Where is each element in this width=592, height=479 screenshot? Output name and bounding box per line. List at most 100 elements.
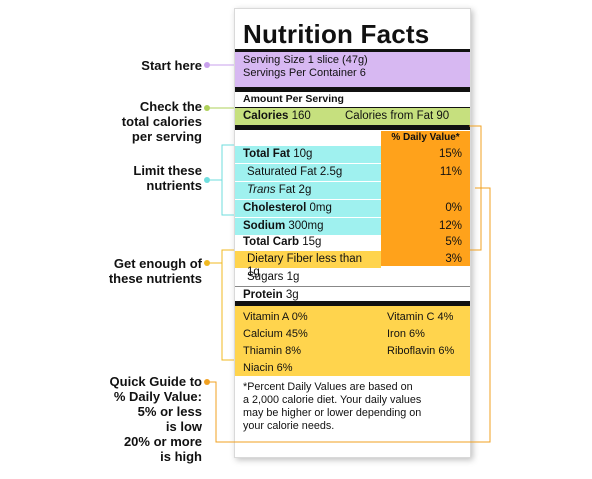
callout-start-here: Start here: [141, 58, 202, 73]
nutrient-name: Saturated Fat: [247, 166, 317, 178]
nutrient-name: Protein: [243, 289, 283, 301]
callout-text: is high: [160, 449, 202, 464]
enough-line-bottom: [221, 263, 234, 361]
servings-per-container: Servings Per Container 6: [243, 67, 366, 79]
callout-text: % Daily Value:: [113, 389, 202, 404]
nutrient-pct: 5%: [445, 236, 462, 248]
guide-dot: [204, 379, 210, 385]
nutrient-pct: 0%: [445, 202, 462, 214]
amount-per-serving: Amount Per Serving: [243, 93, 344, 105]
pct-saturated-fat: 11%: [381, 164, 470, 181]
nutrient-total-carb: Total Carb 15g: [235, 234, 381, 251]
callout-check-calories: Check the total calories per serving: [122, 99, 202, 144]
nutrient-amount: 0mg: [309, 202, 332, 214]
calories-label: Calories: [243, 110, 289, 122]
callout-text: total calories: [121, 114, 202, 129]
nutrient-trans-fat: Trans Fat 2g: [235, 182, 381, 199]
calories-from-fat: Calories from Fat 90: [345, 110, 450, 122]
label-title: Nutrition Facts: [243, 19, 430, 49]
serving-info: Serving Size 1 slice (47g) Servings Per …: [235, 52, 470, 87]
enough-line-top: [210, 249, 234, 264]
nutrient-sugars: Sugars 1g: [235, 269, 470, 286]
footnote-line: your calorie needs.: [243, 420, 335, 432]
nutrient-amount: 1g: [286, 271, 300, 283]
callout-limit-nutrients: Limit these nutrients: [133, 163, 202, 193]
nutrient-name: Sodium: [243, 220, 286, 232]
nutrient-name: Dietary Fiber: [247, 253, 313, 265]
nutrient-pct: 11%: [439, 166, 462, 178]
enough-dot: [204, 260, 210, 266]
divider: [235, 87, 470, 92]
divider: [235, 125, 470, 130]
pct-total-carb: 5%: [381, 234, 470, 251]
callout-quick-guide: Quick Guide to % Daily Value: 5% or less…: [110, 374, 202, 464]
nutrient-amount: Fat 2g: [278, 184, 312, 196]
divider: [235, 301, 470, 306]
footnote: *Percent Daily Values are based on a 2,0…: [243, 381, 463, 433]
nutrient-name: Trans: [247, 184, 276, 196]
callout-text: per serving: [131, 129, 202, 144]
limit-line-bottom: [221, 180, 234, 216]
callout-text: nutrients: [146, 178, 202, 193]
nutrient-saturated-fat: Saturated Fat 2.5g: [235, 164, 381, 181]
riboflavin: Riboflavin 6%: [387, 345, 455, 357]
callout-text: these nutrients: [108, 271, 202, 286]
limit-dot: [204, 177, 210, 183]
pct-sodium: 12%: [381, 218, 470, 235]
pct-dietary-fiber: 3%: [381, 251, 470, 268]
nutrient-name: Cholesterol: [243, 202, 307, 214]
daily-value-header: % Daily Value*: [391, 132, 460, 143]
callout-text: Limit these: [133, 163, 202, 178]
callout-text: Quick Guide to: [109, 374, 202, 389]
pct-cholesterol: 0%: [381, 200, 470, 217]
nutrient-dietary-fiber: Dietary Fiber less than 1g: [235, 251, 381, 278]
nutrient-amount: 3g: [285, 289, 299, 301]
callout-text: is low: [165, 419, 202, 434]
callout-text: Start here: [141, 58, 202, 73]
niacin: Niacin 6%: [243, 362, 293, 374]
calories-value: 160: [291, 110, 311, 122]
nutrient-name: Sugars: [247, 271, 284, 283]
nutrient-name: Total Carb: [243, 236, 300, 248]
footnote-line: *Percent Daily Values are based on: [243, 381, 413, 393]
nutrient-amount: 10g: [293, 148, 313, 160]
vitamin-a: Vitamin A 0%: [243, 311, 308, 323]
nutrient-pct: 3%: [445, 253, 462, 265]
callout-text: Check the: [139, 99, 202, 114]
nutrient-sodium: Sodium 300mg: [235, 218, 381, 235]
nutrient-amount: less than 1g: [247, 253, 363, 278]
nutrient-amount: 15g: [302, 236, 322, 248]
limit-line-top: [210, 144, 234, 181]
calories-row: Calories 160 Calories from Fat 90: [235, 108, 470, 125]
nutrient-pct: 15%: [438, 148, 462, 160]
nutrient-cholesterol: Cholesterol 0mg: [235, 200, 381, 217]
start-dot: [204, 62, 210, 68]
serving-size: Serving Size 1 slice (47g): [243, 54, 368, 66]
iron: Iron 6%: [387, 328, 425, 340]
divider: [235, 286, 470, 287]
thiamin: Thiamin 8%: [243, 345, 302, 357]
footnote-line: a 2,000 calorie diet. Your daily values: [243, 394, 422, 406]
divider: [235, 49, 470, 52]
nutrient-amount: 300mg: [288, 220, 324, 232]
callout-text: 20% or more: [123, 434, 202, 449]
footnote-line: may be higher or lower depending on: [243, 407, 422, 419]
daily-value-bracket: [469, 125, 482, 251]
guide-line: [210, 187, 491, 443]
callout-text: Get enough of: [113, 256, 202, 271]
nutrient-amount: 2.5g: [319, 166, 343, 178]
daily-value-column: [381, 131, 470, 266]
divider: [235, 107, 470, 108]
nutrient-name: Total Fat: [243, 148, 291, 160]
nutrient-protein: Protein 3g: [235, 287, 470, 304]
calories-dot: [204, 105, 210, 111]
vitamin-c: Vitamin C 4%: [387, 311, 454, 323]
nutrient-pct: 12%: [438, 220, 462, 232]
nutrient-total-fat: Total Fat 10g: [235, 146, 381, 163]
nutrition-label: Nutrition Facts Serving Size 1 slice (47…: [234, 8, 471, 458]
pct-total-fat: 15%: [381, 146, 470, 163]
callout-get-enough: Get enough of these nutrients: [109, 256, 202, 286]
callout-text: 5% or less: [137, 404, 202, 419]
